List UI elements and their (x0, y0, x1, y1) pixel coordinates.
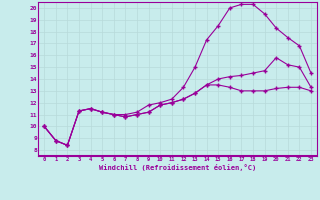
X-axis label: Windchill (Refroidissement éolien,°C): Windchill (Refroidissement éolien,°C) (99, 164, 256, 171)
